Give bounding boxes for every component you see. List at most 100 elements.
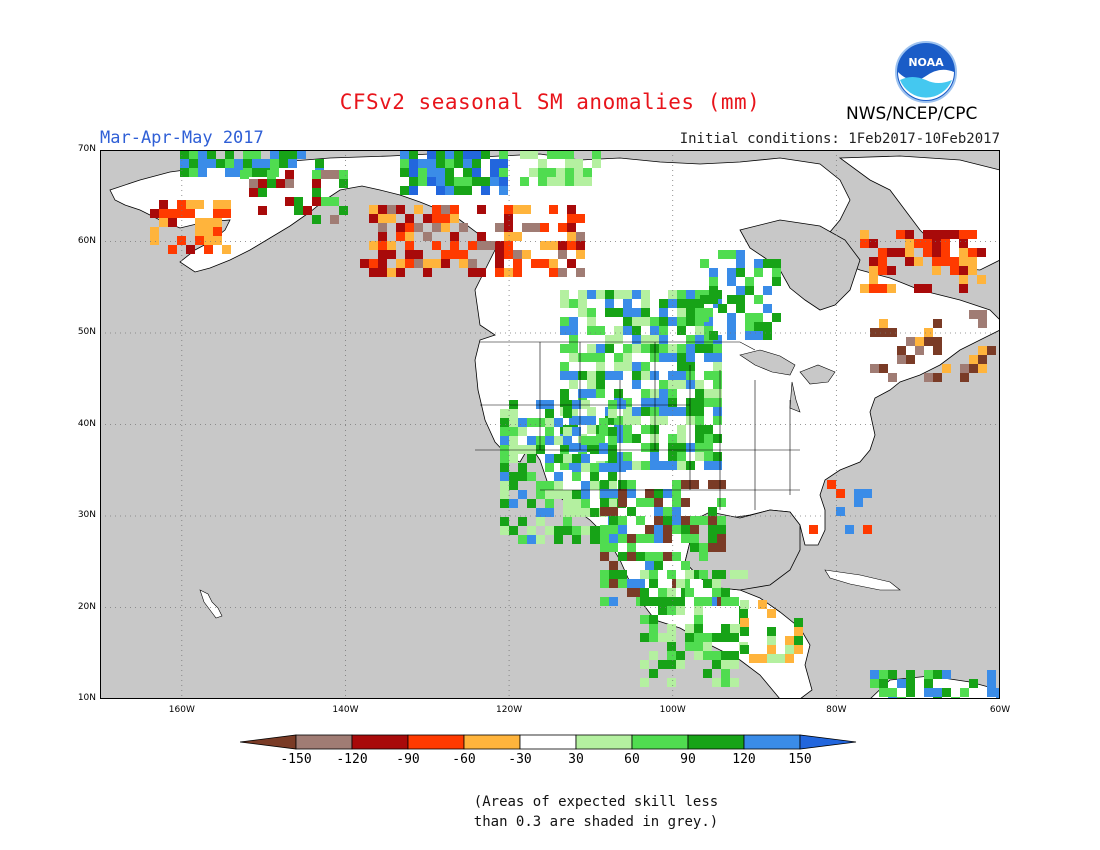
anomaly-cell <box>499 168 508 177</box>
anomaly-cell <box>599 463 608 472</box>
anomaly-cell <box>650 326 659 335</box>
anomaly-cell <box>677 290 686 299</box>
anomaly-cell <box>968 266 977 275</box>
anomaly-cell <box>600 579 609 588</box>
anomaly-cell <box>717 525 726 534</box>
anomaly-cell <box>694 615 703 624</box>
anomaly-cell <box>924 679 933 688</box>
anomaly-cell <box>608 499 617 508</box>
anomaly-cell <box>258 188 267 197</box>
anomaly-cell <box>681 498 690 507</box>
anomaly-cell <box>581 481 590 490</box>
anomaly-cell <box>445 159 454 168</box>
anomaly-cell <box>567 214 576 223</box>
anomaly-cell <box>423 268 432 277</box>
latitude-label: 30N <box>77 510 96 520</box>
anomaly-cell <box>727 331 736 340</box>
anomaly-cell <box>654 534 663 543</box>
anomaly-cell <box>649 570 658 579</box>
anomaly-cell <box>509 499 518 508</box>
anomaly-cell <box>518 427 527 436</box>
anomaly-cell <box>640 597 649 606</box>
anomaly-cell <box>745 331 754 340</box>
anomaly-cell <box>888 373 897 382</box>
initial-conditions-label: Initial conditions: 1Feb2017-10Feb2017 <box>679 131 1000 147</box>
anomaly-cell <box>578 416 587 425</box>
anomaly-cell <box>772 259 781 268</box>
anomaly-cell <box>556 177 565 186</box>
anomaly-cell <box>754 313 763 322</box>
anomaly-cell <box>414 223 423 232</box>
anomaly-cell <box>261 159 270 168</box>
anomaly-cell <box>672 498 681 507</box>
anomaly-cell <box>933 337 942 346</box>
anomaly-cell <box>423 214 432 223</box>
anomaly-cell <box>414 205 423 214</box>
anomaly-cell <box>713 452 722 461</box>
anomaly-cell <box>941 248 950 257</box>
anomaly-cell <box>558 268 567 277</box>
anomaly-cell <box>608 463 617 472</box>
anomaly-cell <box>436 159 445 168</box>
anomaly-cell <box>599 445 608 454</box>
anomaly-cell <box>654 498 663 507</box>
anomaly-cell <box>618 570 627 579</box>
anomaly-cell <box>500 454 509 463</box>
anomaly-cell <box>468 268 477 277</box>
anomaly-cell <box>527 418 536 427</box>
anomaly-cell <box>959 275 968 284</box>
anomaly-cell <box>699 570 708 579</box>
anomaly-cell <box>681 480 690 489</box>
anomaly-cell <box>540 241 549 250</box>
anomaly-cell <box>436 150 445 159</box>
anomaly-cell <box>587 389 596 398</box>
anomaly-cell <box>556 150 565 159</box>
anomaly-cell <box>565 168 574 177</box>
anomaly-cell <box>587 407 596 416</box>
anomaly-cell <box>252 168 261 177</box>
anomaly-cell <box>942 364 951 373</box>
anomaly-cell <box>987 346 996 355</box>
anomaly-cell <box>509 418 518 427</box>
anomaly-cell <box>685 570 694 579</box>
legend-swatch <box>295 734 353 750</box>
anomaly-cell <box>180 168 189 177</box>
anomaly-cell <box>518 445 527 454</box>
anomaly-cell <box>614 326 623 335</box>
latitude-label: 20N <box>77 601 96 612</box>
anomaly-cell <box>905 248 914 257</box>
anomaly-cell <box>608 400 617 409</box>
anomaly-cell <box>529 168 538 177</box>
anomaly-cell <box>472 159 481 168</box>
legend-tick-label: 120 <box>732 752 756 767</box>
anomaly-cell <box>609 525 618 534</box>
anomaly-cell <box>536 535 545 544</box>
anomaly-cell <box>554 535 563 544</box>
anomaly-cell <box>549 268 558 277</box>
anomaly-cell <box>387 241 396 250</box>
anomaly-cell <box>704 434 713 443</box>
anomaly-cell <box>499 177 508 186</box>
anomaly-cell <box>198 150 207 159</box>
anomaly-cell <box>454 186 463 195</box>
anomaly-cell <box>785 636 794 645</box>
anomaly-cell <box>216 159 225 168</box>
anomaly-cell <box>213 209 222 218</box>
anomaly-cell <box>933 373 942 382</box>
anomaly-cell <box>959 257 968 266</box>
anomaly-cell <box>649 651 658 660</box>
anomaly-cell <box>490 168 499 177</box>
anomaly-cell <box>914 257 923 266</box>
anomaly-cell <box>504 250 513 259</box>
anomaly-cell <box>727 277 736 286</box>
anomaly-cell <box>668 299 677 308</box>
anomaly-cell <box>650 443 659 452</box>
anomaly-cell <box>608 427 617 436</box>
anomaly-cell <box>596 380 605 389</box>
anomaly-cell <box>659 326 668 335</box>
anomaly-cell <box>641 398 650 407</box>
anomaly-cell <box>978 355 987 364</box>
anomaly-cell <box>454 150 463 159</box>
anomaly-cell <box>924 688 933 697</box>
anomaly-cell <box>481 150 490 159</box>
